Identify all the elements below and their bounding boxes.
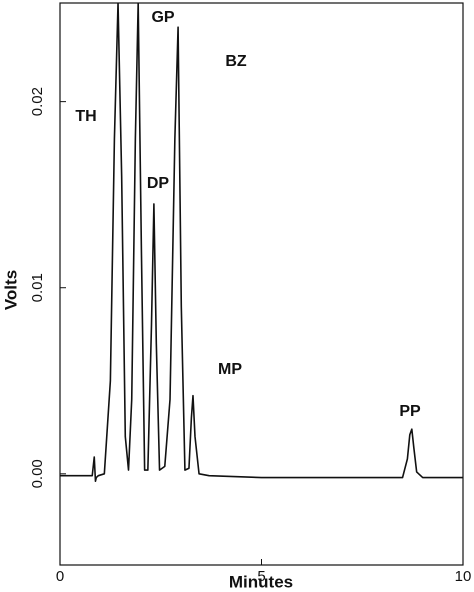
y-axis-title: Volts (1, 270, 20, 310)
y-tick-label: 0.02 (29, 87, 46, 116)
x-tick-label: 10 (455, 568, 472, 585)
annotation: BZ (225, 53, 247, 70)
annotation: DP (147, 175, 170, 192)
annotation: PP (399, 403, 421, 420)
y-tick-label: 0.00 (29, 459, 46, 488)
x-tick-label: 5 (257, 568, 265, 585)
x-axis-title: Minutes (229, 572, 293, 591)
annotation: GP (151, 9, 174, 26)
annotation: TH (75, 108, 96, 125)
annotation: MP (218, 361, 242, 378)
trace (60, 3, 463, 483)
x-tick-label: 0 (56, 568, 64, 585)
y-tick-label: 0.01 (29, 273, 46, 302)
